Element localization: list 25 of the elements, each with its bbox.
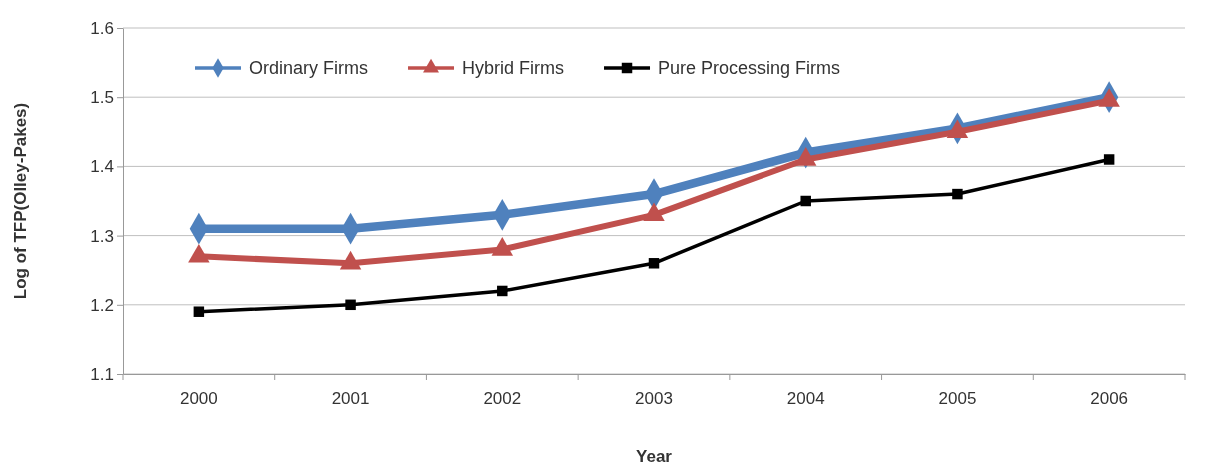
- point: [800, 195, 811, 207]
- point: [193, 306, 205, 317]
- point: [1103, 154, 1115, 165]
- point: [497, 285, 508, 297]
- x-tick-label: 2001: [331, 389, 370, 409]
- point: [648, 258, 660, 269]
- x-axis-title: Year: [636, 447, 673, 466]
- y-tick-label: 1.1: [90, 364, 114, 384]
- legend-label: Ordinary Firms: [249, 58, 369, 78]
- y-tick-label: 1.6: [90, 18, 114, 38]
- y-tick-label: 1.2: [90, 295, 114, 315]
- y-axis-title: Log of TFP(Olley-Pakes): [11, 102, 30, 300]
- x-tick-label: 2002: [483, 389, 522, 409]
- y-tick-label: 1.4: [90, 157, 114, 177]
- x-tick-label: 2003: [635, 389, 673, 409]
- legend-label: Hybrid Firms: [462, 58, 565, 78]
- x-tick-label: 2005: [938, 389, 977, 409]
- y-tick-label: 1.5: [90, 88, 114, 108]
- x-tick-label: 2006: [1090, 389, 1129, 409]
- legend-label: Pure Processing Firms: [658, 58, 841, 78]
- point: [345, 299, 356, 311]
- x-tick-label: 2004: [786, 389, 825, 409]
- x-tick-label: 2000: [179, 389, 218, 409]
- y-tick-label: 1.3: [90, 226, 114, 246]
- point: [952, 188, 963, 200]
